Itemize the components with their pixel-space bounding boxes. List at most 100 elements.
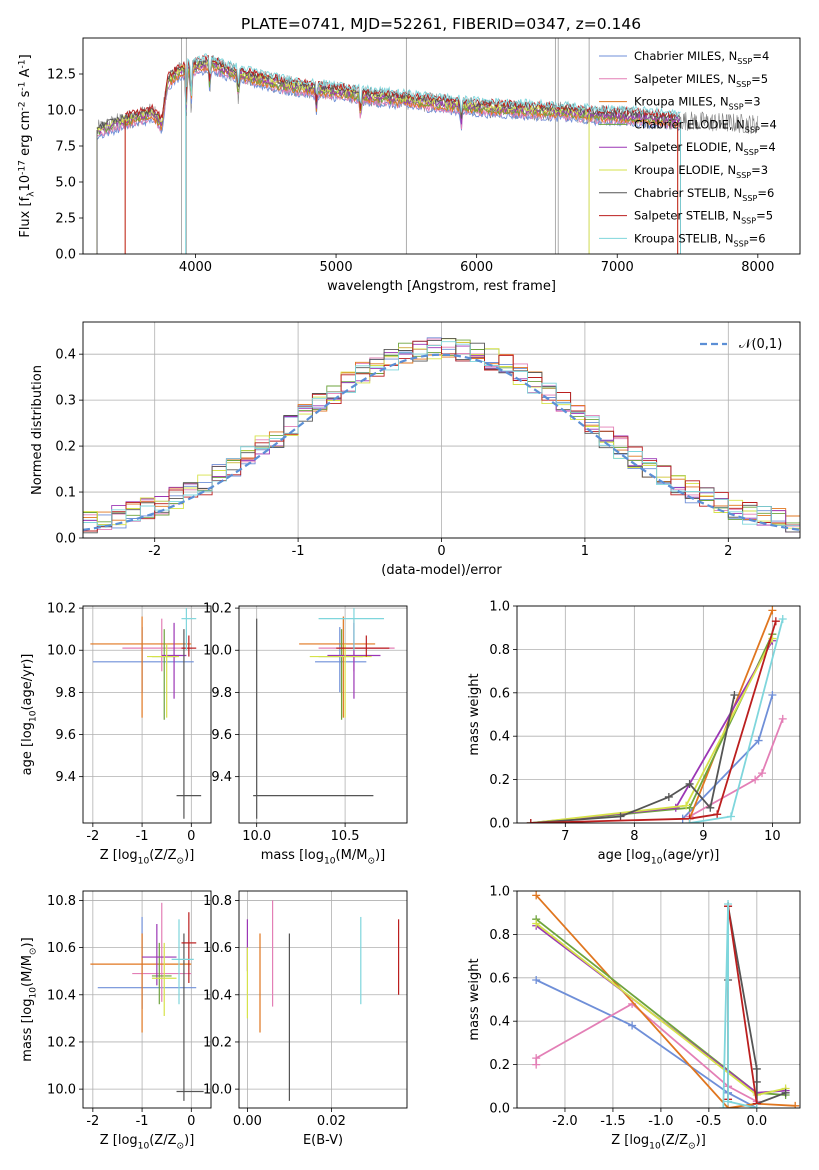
x-tick-label: -1 [292,544,305,559]
x-tick-label: 4000 [179,260,212,275]
figure-title: PLATE=0741, MJD=52261, FIBERID=0347, z=0… [241,15,641,33]
legend-entry: Kroupa MILES, NSSP=3 [634,95,761,112]
series-chabrier-elodie [526,630,777,823]
series-kroupa-miles [532,891,800,1108]
residuals-chart: -2 -1 0 1 2 0.0 0.1 0.2 0.3 0.4 (data-model)/error… [30,321,801,578]
point-kroupa-elodie [151,942,177,1017]
y-tick-label: 0.1 [55,486,76,501]
y-tick-label: 0.2 [489,773,510,788]
mass-weight-vs-Z-chart: -2.0 -1.5 -1.0 -0.5 0.0 0.0 0.2 0.4 0.6 0.8 1.0 Z [… [467,885,801,1152]
axes-frame [82,37,801,255]
y-tick-label: 10.8 [203,894,232,909]
x-tick-label: -2 [86,1114,99,1129]
mass-vs-EBV-chart: 0.00 0.02 10.0 10.2 10.4 10.6 10.8 E(B-V) [203,890,408,1148]
y-tick-label: 7.5 [55,140,76,155]
point-kroupa-miles [90,616,192,718]
series-salpeter-elodie [526,636,777,823]
legend-entry: Chabrier ELODIE, NSSP=4 [634,117,777,134]
y-tick-label: 0.4 [489,730,510,745]
data-point [730,690,739,699]
model-spectrum-kroupa-stelib [185,53,681,118]
legend-entry: Kroupa STELIB, NSSP=6 [634,231,766,248]
plot-area [246,900,400,1101]
data-point [532,1054,541,1063]
x-tick-label: 0 [437,544,445,559]
data-point [771,617,780,626]
point-kroupa-stelib [181,608,197,651]
legend-entry: Salpeter STELIB, NSSP=5 [634,209,773,226]
x-tick-label: 0 [187,1114,195,1129]
x-tick-label: 7000 [601,260,634,275]
point-chabrier-stelib [176,629,202,819]
y-tick-label: 10.2 [47,602,76,617]
x-axis-label: (data-model)/error [381,563,502,578]
point-chabrier-miles [315,627,367,693]
plot-area [90,902,204,1101]
y-tick-label: 10.8 [47,894,76,909]
point-kroupa-stelib [171,919,194,1005]
plot-area [526,606,787,823]
y-tick-label: 2.5 [55,212,76,227]
x-tick-label: 8000 [741,260,774,275]
histogram-salpeter-stelib [83,340,800,532]
legend: 𝒩(0,1) [700,337,782,352]
model-spectrum-salpeter-miles [96,65,681,137]
data-point [778,714,787,723]
spectrum-chart: 4000 5000 6000 7000 8000 0.0 2.5 5.0 7.5 10.0 12.5… [17,37,801,294]
x-tick-label: -2.0 [552,1114,577,1129]
data-point [781,1088,790,1097]
y-axis-label: age [log10(age/yr)] [20,654,39,776]
legend-entry: Chabrier MILES, NSSP=4 [634,49,769,66]
data-point [719,1104,728,1108]
axes-frame [82,890,212,1109]
y-axis-label: Flux [fλ10-17 erg cm-2 s-1 A-1] [17,54,36,237]
y-tick-label: 10.4 [47,988,76,1003]
y-tick-label: 10.6 [47,941,76,956]
y-tick-label: 10.0 [47,104,76,119]
point-salpeter-elodie [142,924,177,986]
point-salpeter-miles [122,618,192,672]
series-chabrier-miles [678,690,777,823]
x-tick-label: 10 [764,829,781,844]
y-tick-label: 10.2 [203,1035,232,1050]
y-axis-label: Normed distribution [30,365,45,495]
data-point [713,810,722,819]
age-vs-Z-chart: -2 -1 0 9.4 9.6 9.8 10.0 10.2 Z [log10(Z/Z⊙)] age… [20,602,212,867]
data-point [628,1021,637,1030]
age-vs-mass-chart: 10.0 10.5 9.4 9.6 9.8 10.0 10.2 mass [log10(M/M… [203,602,408,867]
x-tick-label: 10.0 [242,829,271,844]
point-chabrier-elodie [151,942,172,1005]
data-point [752,1064,761,1073]
x-tick-label: 2 [724,544,732,559]
data-point [685,819,694,823]
series-line [530,620,777,823]
data-point [706,803,715,812]
x-tick-label: 10.5 [331,829,360,844]
y-tick-label: 1.0 [489,600,510,615]
data-point [778,615,787,624]
data-point [526,819,535,823]
point-salpeter-stelib [181,635,197,657]
data-point [532,919,541,928]
y-tick-label: 0.4 [55,348,76,363]
point-kroupa-miles [299,616,376,718]
point-chabrier-stelib [176,933,204,1101]
data-point [758,769,767,778]
legend: Chabrier MILES, NSSP=4 Salpeter MILES, NS… [599,49,777,248]
plot-area [96,38,759,254]
x-tick-label: 6000 [460,260,493,275]
y-tick-label: 10.0 [47,644,76,659]
y-tick-label: 10.4 [203,988,232,1003]
y-tick-label: 0.8 [489,928,510,943]
y-tick-label: 0.0 [489,817,510,832]
x-tick-label: -0.5 [696,1114,721,1129]
y-axis-label: mass [log10(M/M⊙)] [20,937,39,1061]
data-point [724,900,733,909]
series-line [535,979,758,1108]
y-tick-label: 5.0 [55,176,76,191]
legend-entry: Kroupa ELODIE, NSSP=3 [634,163,768,180]
mass-vs-Z-chart: -2 -1 0 10.0 10.2 10.4 10.6 10.8 Z [log10(Z/Z⊙)]… [20,890,212,1152]
x-axis-label: age [log10(age/yr)] [598,848,720,867]
x-tick-label: -1 [136,1114,149,1129]
axes-frame [238,890,408,1109]
